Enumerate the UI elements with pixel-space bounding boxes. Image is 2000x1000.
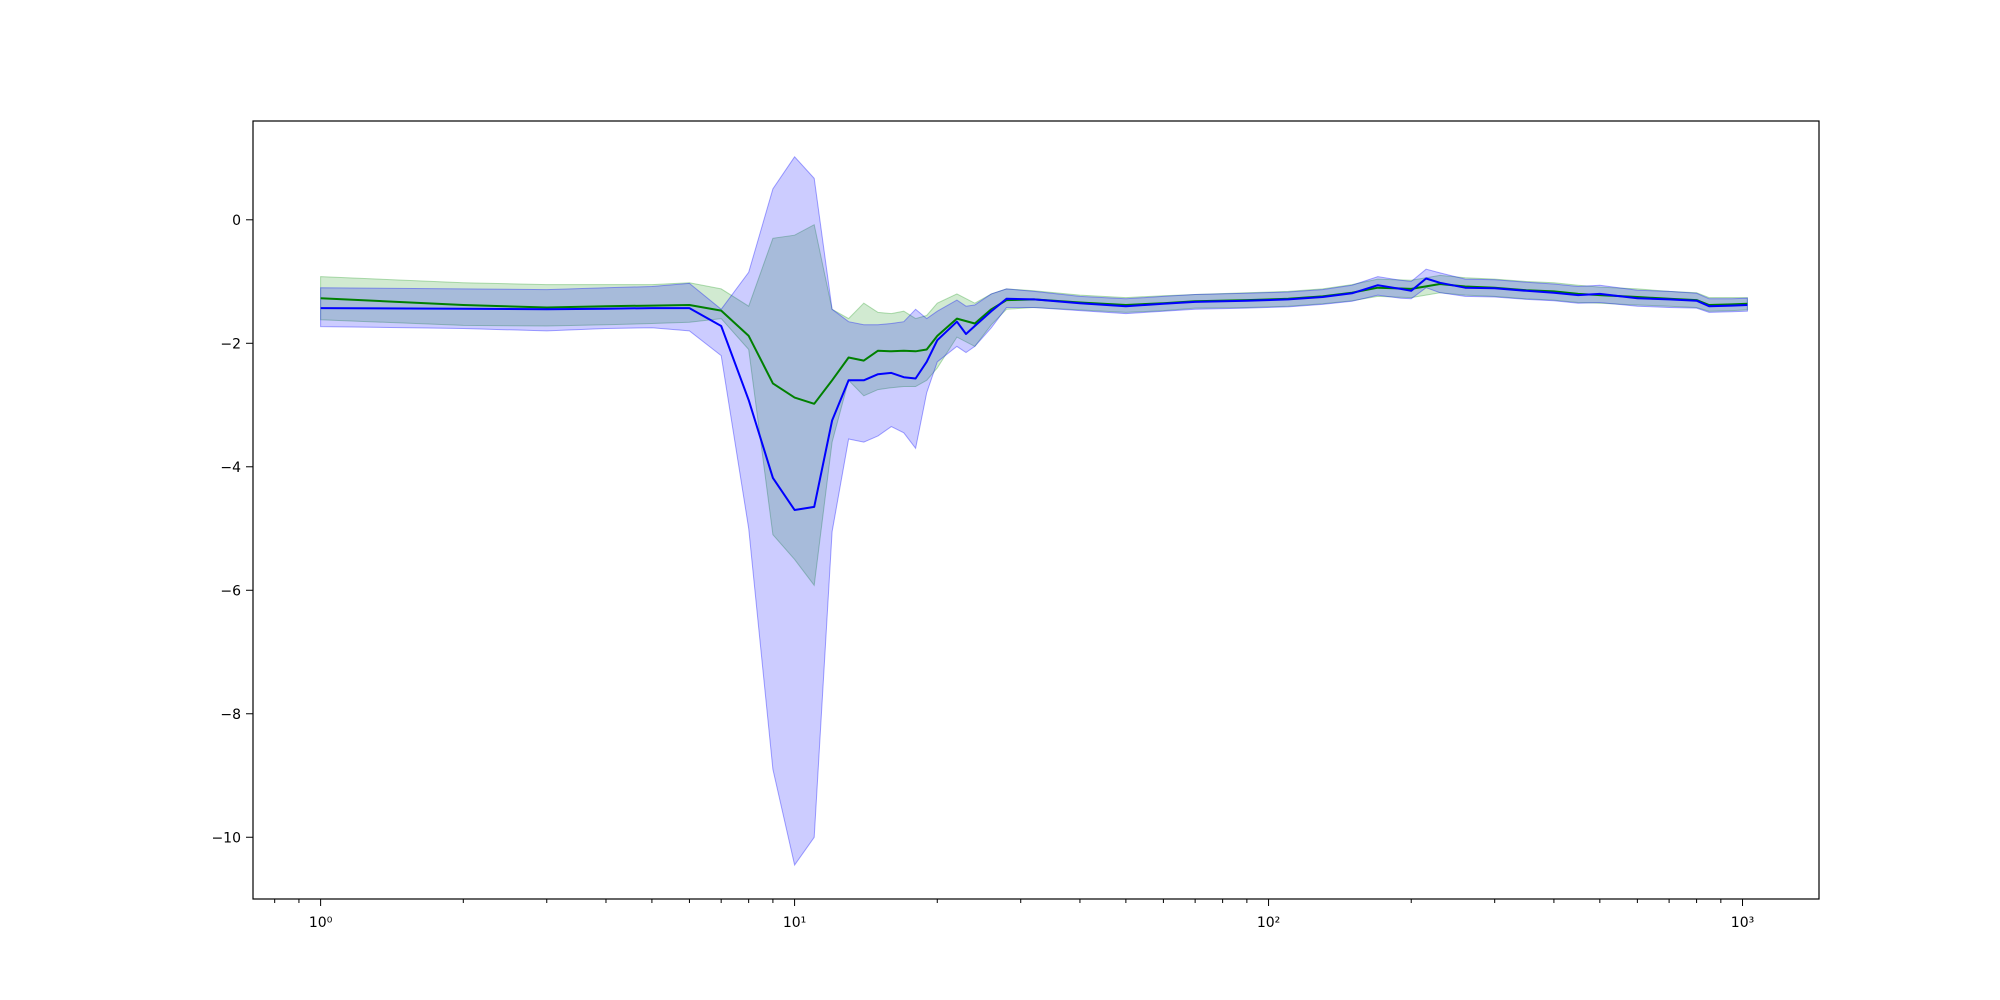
axes: 10⁰ 10¹ 10² 10³ 0 −2 −4 −6 −8 −10 — [211, 213, 1754, 931]
y-tick-label: −6 — [220, 583, 241, 599]
y-tick-label: −4 — [220, 460, 241, 476]
y-tick-label: 0 — [232, 213, 241, 229]
series-1-confidence-band — [320, 223, 1748, 587]
axes-frame — [252, 120, 1820, 900]
y-tick-label: −10 — [211, 830, 241, 846]
series-2-line — [320, 277, 1748, 511]
x-tick-label: 10³ — [1731, 915, 1754, 931]
y-tick-label: −8 — [220, 707, 241, 723]
plot-area — [320, 155, 1748, 867]
x-tick-label: 10¹ — [783, 915, 806, 931]
x-tick-label: 10² — [1257, 915, 1280, 931]
y-tick-label: −2 — [220, 336, 241, 352]
x-tick-label: 10⁰ — [309, 915, 333, 931]
